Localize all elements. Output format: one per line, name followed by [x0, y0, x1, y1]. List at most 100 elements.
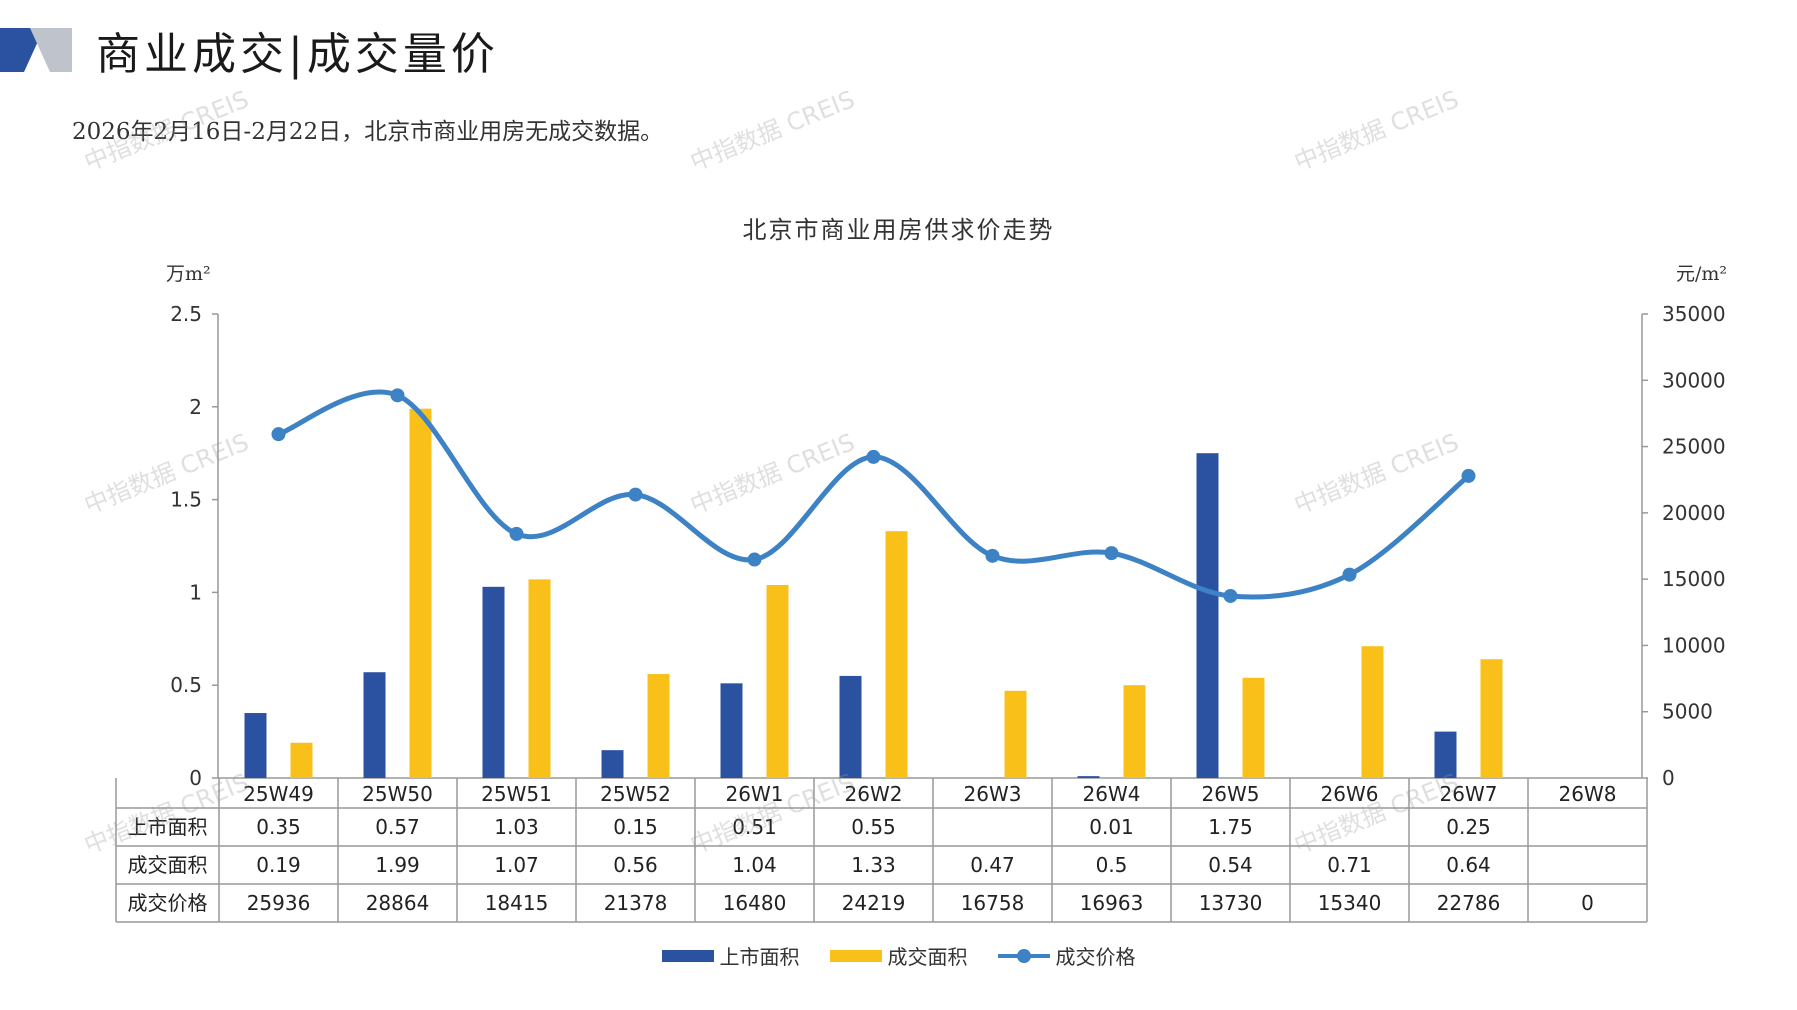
legend-label-price: 成交价格 — [1055, 945, 1136, 969]
bar-deal-area — [1480, 659, 1503, 778]
y2-tick-label: 35000 — [1662, 302, 1726, 326]
table-cell: 0.57 — [375, 815, 420, 839]
price-point — [1223, 588, 1238, 603]
table-cell: 0.55 — [851, 815, 896, 839]
price-point — [390, 388, 405, 403]
table-cell: 0 — [1581, 891, 1594, 915]
bar-deal-area — [528, 579, 551, 778]
bar-deal-area — [885, 531, 908, 778]
table-cell: 16963 — [1080, 891, 1144, 915]
bar-deal-area — [1361, 646, 1384, 778]
price-point — [1461, 468, 1476, 483]
bar-deal-area — [647, 674, 670, 778]
table-cell: 16758 — [961, 891, 1025, 915]
table-cell: 25936 — [247, 891, 311, 915]
table-cell: 0.35 — [256, 815, 301, 839]
table-cell: 0.71 — [1327, 853, 1372, 877]
bar-supply — [601, 750, 624, 778]
brand-logo — [0, 28, 72, 72]
y2-tick-label: 20000 — [1662, 501, 1726, 525]
price-point — [985, 548, 1000, 563]
y-axis-unit: 万m² — [166, 263, 211, 285]
y-tick-label: 1.5 — [170, 488, 202, 512]
category-label: 26W6 — [1321, 782, 1379, 806]
category-label: 25W52 — [600, 782, 671, 806]
intro-text: 2026年2月16日-2月22日，北京市商业用房无成交数据。 — [72, 119, 664, 145]
table-cell: 0.25 — [1446, 815, 1491, 839]
table-cell: 13730 — [1199, 891, 1263, 915]
table-cell: 0.19 — [256, 853, 301, 877]
category-label: 26W5 — [1202, 782, 1260, 806]
price-point — [271, 427, 286, 442]
bar-supply — [1196, 453, 1219, 778]
category-label: 26W7 — [1440, 782, 1498, 806]
bar-supply — [720, 683, 743, 778]
bar-supply — [839, 675, 862, 778]
y-tick-label: 2.5 — [170, 302, 202, 326]
table-cell: 0.54 — [1208, 853, 1253, 877]
y-tick-label: 2 — [189, 395, 202, 419]
bar-deal-area — [1242, 677, 1265, 778]
table-cell: 0.51 — [732, 815, 777, 839]
bar-supply — [244, 713, 267, 778]
legend-item-price: 成交价格 — [997, 941, 1136, 970]
table-cell: 16480 — [723, 891, 787, 915]
y-tick-label: 1 — [189, 580, 202, 604]
table-cell: 0.56 — [613, 853, 658, 877]
category-label: 25W50 — [362, 782, 433, 806]
legend-label-deal-area: 成交面积 — [887, 945, 968, 969]
legend-item-supply: 上市面积 — [661, 941, 800, 970]
category-label: 26W8 — [1559, 782, 1617, 806]
legend-swatch-deal-area — [829, 949, 882, 962]
y2-axis-unit: 元/m² — [1676, 263, 1727, 285]
bar-deal-area — [290, 742, 313, 778]
table-cell: 28864 — [366, 891, 430, 915]
legend-swatch-supply — [661, 949, 714, 962]
price-point — [628, 487, 643, 502]
table-cell: 0.47 — [970, 853, 1015, 877]
table-cell: 0.5 — [1096, 853, 1128, 877]
table-row-header: 成交面积 — [128, 853, 208, 877]
bar-deal-area — [409, 408, 432, 778]
category-label: 26W3 — [964, 782, 1022, 806]
category-label: 25W51 — [481, 782, 552, 806]
legend-swatch-price — [997, 948, 1050, 963]
table-cell: 21378 — [604, 891, 668, 915]
table-cell: 1.03 — [494, 815, 539, 839]
bar-supply — [1434, 731, 1457, 778]
page-title: 商业成交|成交量价 — [96, 29, 499, 80]
legend-item-deal-area: 成交面积 — [829, 941, 968, 970]
table-cell: 15340 — [1318, 891, 1382, 915]
y2-tick-label: 5000 — [1662, 700, 1713, 724]
price-point — [1342, 567, 1357, 582]
table-cell: 0.01 — [1089, 815, 1134, 839]
legend-label-supply: 上市面积 — [719, 945, 800, 969]
price-point — [866, 449, 881, 464]
category-label: 25W49 — [243, 782, 314, 806]
bar-supply — [363, 672, 386, 778]
y-tick-label: 0.5 — [170, 673, 202, 697]
table-cell: 0.64 — [1446, 853, 1491, 877]
y2-tick-label: 15000 — [1662, 567, 1726, 591]
table-cell: 18415 — [485, 891, 549, 915]
category-label: 26W1 — [726, 782, 784, 806]
bar-supply — [482, 586, 505, 778]
table-cell: 1.33 — [851, 853, 896, 877]
category-label: 26W4 — [1083, 782, 1141, 806]
y2-tick-label: 30000 — [1662, 368, 1726, 392]
y2-tick-label: 10000 — [1662, 633, 1726, 657]
bar-deal-area — [1123, 685, 1146, 778]
chart-legend: 上市面积 成交面积 成交价格 — [0, 941, 1797, 970]
table-cell: 22786 — [1437, 891, 1501, 915]
price-point — [1104, 546, 1119, 561]
y2-tick-label: 25000 — [1662, 435, 1726, 459]
table-cell: 24219 — [842, 891, 906, 915]
y-tick-label: 0 — [189, 766, 202, 790]
table-row-header: 上市面积 — [128, 815, 208, 839]
chart-title: 北京市商业用房供求价走势 — [742, 216, 1055, 244]
category-label: 26W2 — [845, 782, 903, 806]
price-point — [747, 552, 762, 567]
table-cell: 1.99 — [375, 853, 420, 877]
price-point — [509, 526, 524, 541]
price-line — [277, 389, 1471, 600]
